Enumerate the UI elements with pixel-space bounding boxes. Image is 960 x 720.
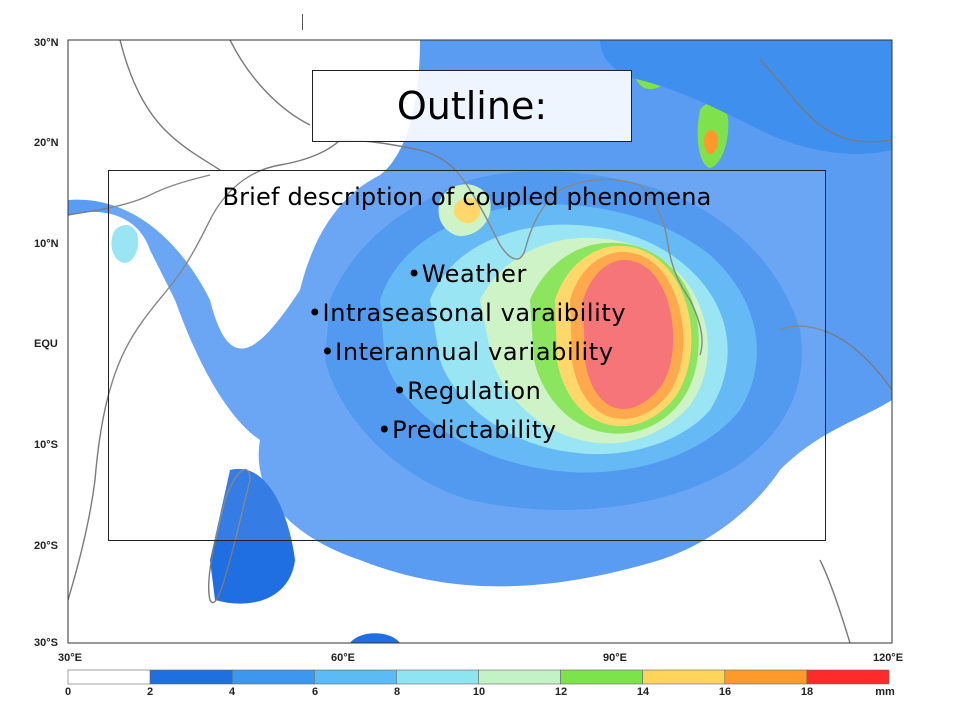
rain-cell-north-1-core bbox=[704, 130, 719, 155]
lat-label-10n: 10°N bbox=[34, 238, 59, 250]
rain-contour-2-south bbox=[350, 633, 400, 643]
colorbar-segment bbox=[724, 669, 808, 685]
lat-label-20s: 20°S bbox=[34, 540, 58, 552]
lon-label-90e: 90°E bbox=[603, 652, 627, 664]
lat-label-30s: 30°S bbox=[34, 637, 58, 649]
slide-title-box: Outline: bbox=[312, 70, 632, 142]
lon-label-60e: 60°E bbox=[331, 652, 355, 664]
colorbar-segment bbox=[149, 669, 233, 685]
rain-cell-bay-west-core bbox=[453, 197, 481, 224]
tick-mark bbox=[302, 14, 303, 30]
colorbar-label-16: 16 bbox=[718, 686, 732, 698]
slide-content-box: Brief description of coupled phenomena W… bbox=[108, 170, 826, 541]
colorbar-unit: mm bbox=[875, 686, 895, 698]
colorbar-segment bbox=[313, 669, 397, 685]
slide-title: Outline: bbox=[396, 84, 548, 128]
lat-label-equ: EQU bbox=[34, 338, 58, 350]
rain-cell-north-band bbox=[600, 40, 892, 154]
bullet-item: Regulation bbox=[109, 372, 825, 411]
colorbar-segment bbox=[67, 669, 151, 685]
lon-label-30e: 30°E bbox=[58, 652, 82, 664]
colorbar-segment bbox=[560, 669, 643, 685]
bullet-list: Weather Intraseasonal varaibility Intera… bbox=[109, 255, 825, 450]
colorbar-label-18: 18 bbox=[800, 686, 814, 698]
colorbar-label-10: 10 bbox=[472, 686, 486, 698]
colorbar-segment bbox=[478, 669, 561, 685]
map-frame bbox=[67, 39, 893, 644]
bullet-item: Interannual variability bbox=[109, 333, 825, 372]
lat-label-10s: 10°S bbox=[34, 439, 58, 451]
colorbar-label-14: 14 bbox=[636, 686, 650, 698]
colorbar-segment bbox=[396, 669, 479, 685]
lat-label-20n: 20°N bbox=[34, 137, 59, 149]
colorbar-segment bbox=[642, 669, 726, 685]
colorbar-label-12: 12 bbox=[554, 686, 568, 698]
rain-cell-africa-west bbox=[111, 225, 139, 263]
lat-label-30n: 30°N bbox=[34, 37, 59, 49]
colorbar-label-6: 6 bbox=[311, 686, 319, 698]
colorbar-label-4: 4 bbox=[228, 686, 236, 698]
colorbar bbox=[67, 669, 890, 685]
colorbar-label-0: 0 bbox=[64, 686, 72, 698]
lon-label-120e: 120°E bbox=[872, 652, 904, 664]
rain-contour-2-southwest bbox=[210, 468, 295, 604]
bullet-item: Predictability bbox=[109, 411, 825, 450]
bullet-item: Weather bbox=[109, 255, 825, 294]
colorbar-segment bbox=[806, 669, 890, 685]
colorbar-label-2: 2 bbox=[146, 686, 154, 698]
colorbar-label-8: 8 bbox=[393, 686, 401, 698]
colorbar-segment bbox=[231, 669, 315, 685]
bullet-item: Intraseasonal varaibility bbox=[109, 294, 825, 333]
slide-subtitle: Brief description of coupled phenomena bbox=[222, 183, 712, 211]
